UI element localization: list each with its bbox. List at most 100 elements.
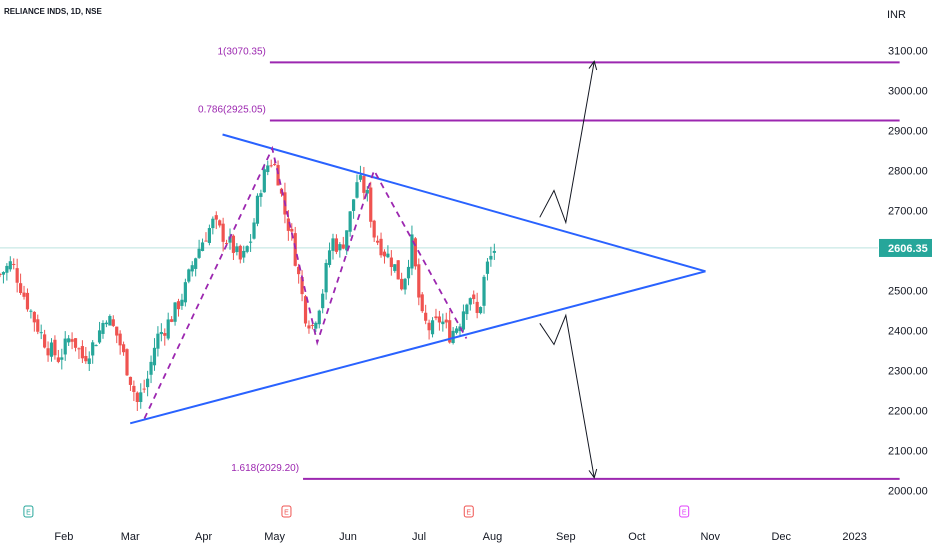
candle-body <box>22 292 26 297</box>
candle-body <box>341 244 345 249</box>
candle-body <box>163 333 167 336</box>
x-tick-label: Nov <box>700 531 720 543</box>
projection-arrows <box>539 60 598 479</box>
earnings-event-label: E <box>26 510 31 517</box>
candle-body <box>242 250 246 258</box>
candle-body <box>478 307 483 314</box>
candle-body <box>413 238 417 267</box>
candle-body <box>0 274 2 276</box>
current-price-badge <box>879 238 932 257</box>
candle-body <box>152 347 157 366</box>
y-tick-label: 2500.00 <box>888 286 928 298</box>
arrow-head <box>588 468 598 479</box>
candle-body <box>248 241 253 243</box>
candle-body <box>303 296 308 324</box>
candle-body <box>204 240 208 242</box>
y-tick-label: 2400.00 <box>888 326 928 338</box>
candle-body <box>317 310 321 325</box>
candle-body <box>369 187 373 222</box>
candle-body <box>290 228 294 232</box>
candle-body <box>73 338 78 348</box>
candle-body <box>307 325 311 329</box>
candle-body <box>135 392 139 402</box>
candle-body <box>80 346 84 359</box>
candle-body <box>224 243 229 245</box>
candle-body <box>297 266 301 275</box>
candle-body <box>146 378 150 388</box>
candle-body <box>451 330 455 343</box>
currency-label: INR <box>887 9 906 21</box>
candle-body <box>118 333 122 346</box>
time-axis[interactable]: Feb Mar Apr May Jun Jul Aug Sep Oct Nov Dec 2023 <box>54 531 866 543</box>
candle-body <box>194 258 198 269</box>
candle-body <box>396 260 400 280</box>
candle-body <box>32 311 36 323</box>
x-tick-label: Jul <box>412 531 426 543</box>
candle-body <box>379 238 383 256</box>
candle-body <box>139 392 143 403</box>
candle-body <box>29 310 33 312</box>
x-tick-label: Apr <box>195 531 212 543</box>
candle-body <box>25 292 30 310</box>
fib-level-label: 1.618(2029.20) <box>231 463 299 474</box>
candle-body <box>36 319 40 332</box>
x-tick-label: Sep <box>556 531 576 543</box>
trendline <box>129 270 706 425</box>
candle-body <box>410 234 414 269</box>
candle-body <box>420 294 424 312</box>
candle-body <box>259 193 263 197</box>
candle-body <box>444 319 448 323</box>
x-tick-label: 2023 <box>842 531 866 543</box>
candle-body <box>200 242 205 252</box>
candle-body <box>365 189 369 194</box>
earnings-event-icon <box>281 505 292 518</box>
y-tick-label: 2200.00 <box>888 406 928 418</box>
candle-body <box>115 326 119 336</box>
candle-body <box>437 316 441 323</box>
candle-body <box>8 261 12 270</box>
candle-body <box>245 246 249 252</box>
candle-body <box>348 211 352 232</box>
candle-body <box>77 348 81 350</box>
earnings-event-icon <box>23 505 34 518</box>
x-tick-label: Jun <box>339 531 357 543</box>
earnings-event-label: E <box>466 510 471 517</box>
candle-body <box>331 238 335 251</box>
candle-body <box>56 357 60 362</box>
candle-body <box>489 255 493 260</box>
candle-body <box>338 244 342 251</box>
candle-body <box>300 277 304 295</box>
candle-body <box>472 294 476 300</box>
price-axis[interactable]: 2000.00 2100.00 2200.00 2300.00 2400.00 2500.… <box>879 46 932 498</box>
candle-body <box>190 265 194 272</box>
candle-body <box>214 215 218 220</box>
candle-body <box>176 301 181 310</box>
candle-body <box>238 245 242 260</box>
candle-body <box>403 278 407 290</box>
candle-body <box>273 164 277 166</box>
candle-body <box>231 235 236 253</box>
candle-body <box>372 220 376 238</box>
candle-body <box>12 263 16 265</box>
candle-body <box>362 176 366 193</box>
candle-body <box>269 165 273 167</box>
candle-body <box>334 238 339 252</box>
candle-body <box>197 248 201 258</box>
candle-body <box>465 304 469 315</box>
y-tick-label: 2700.00 <box>888 206 928 218</box>
candle-body <box>63 338 67 355</box>
candle-body <box>49 342 54 357</box>
candle-body <box>417 264 421 298</box>
fib-level-label: 1(3070.35) <box>218 46 266 57</box>
candle-body <box>101 323 105 334</box>
candle-body <box>454 328 459 333</box>
y-tick-label: 2800.00 <box>888 166 928 178</box>
candle-body <box>255 195 260 224</box>
swing-path <box>143 145 468 419</box>
candle-body <box>166 319 170 339</box>
bearish-projection <box>539 313 595 478</box>
triangle-pattern <box>129 133 706 425</box>
